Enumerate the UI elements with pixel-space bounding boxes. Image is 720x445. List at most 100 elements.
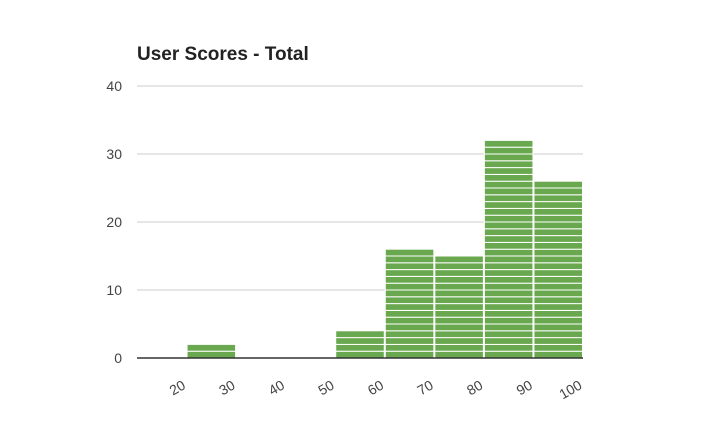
bar-unit bbox=[434, 309, 484, 318]
bar bbox=[186, 343, 237, 359]
bar-unit bbox=[483, 337, 534, 345]
x-tick-label: 40 bbox=[266, 377, 288, 399]
bar-unit bbox=[335, 337, 385, 345]
bar-unit bbox=[483, 303, 534, 311]
bar-unit bbox=[384, 262, 435, 271]
bar-unit bbox=[434, 330, 484, 339]
bar-unit bbox=[483, 262, 534, 271]
bar-unit bbox=[483, 153, 534, 162]
x-tick-label: 50 bbox=[315, 377, 337, 399]
bar-unit bbox=[384, 343, 435, 352]
bar-unit bbox=[483, 173, 534, 182]
bar-unit bbox=[483, 282, 534, 291]
bar-unit bbox=[483, 187, 534, 196]
bar-unit bbox=[483, 194, 534, 203]
bar-unit bbox=[533, 207, 584, 216]
bar-unit bbox=[483, 241, 534, 250]
bar-unit bbox=[533, 289, 584, 298]
bar-unit bbox=[434, 269, 484, 277]
bar-unit bbox=[384, 350, 435, 359]
x-tick-label: 80 bbox=[464, 377, 486, 399]
bar-unit bbox=[434, 303, 484, 311]
bar-unit bbox=[335, 350, 385, 359]
chart-title: User Scores - Total bbox=[137, 44, 309, 65]
y-tick-label: 10 bbox=[106, 282, 122, 298]
bar-unit bbox=[533, 316, 584, 325]
bar-unit bbox=[483, 228, 534, 237]
bar-unit bbox=[384, 255, 435, 264]
bar-unit bbox=[533, 228, 584, 237]
bar-unit bbox=[533, 282, 584, 291]
bar-unit bbox=[483, 146, 534, 155]
bars bbox=[186, 139, 584, 359]
y-tick-label: 0 bbox=[114, 350, 122, 366]
bar bbox=[533, 180, 584, 359]
bar-unit bbox=[533, 309, 584, 318]
bar-unit bbox=[533, 180, 584, 189]
bar-unit bbox=[434, 275, 484, 284]
bar-unit bbox=[434, 323, 484, 332]
bar-unit bbox=[533, 343, 584, 352]
bar-unit bbox=[384, 282, 435, 291]
bar-unit bbox=[483, 201, 534, 209]
bar-unit bbox=[483, 350, 534, 359]
bar-unit bbox=[483, 269, 534, 277]
bar-unit bbox=[384, 316, 435, 325]
bar-unit bbox=[384, 309, 435, 318]
bar-unit bbox=[483, 316, 534, 325]
bar-unit bbox=[533, 337, 584, 345]
x-axis-ticks: 20 30 40 50 60 70 80 90 100 bbox=[167, 377, 585, 403]
bar-unit bbox=[533, 221, 584, 230]
bar-unit bbox=[384, 323, 435, 332]
bar bbox=[483, 139, 534, 359]
bar-unit bbox=[384, 248, 435, 257]
bar-unit bbox=[434, 337, 484, 345]
bar-unit bbox=[483, 309, 534, 318]
bar-unit bbox=[186, 350, 237, 359]
y-axis-ticks: 0 10 20 30 40 bbox=[106, 78, 122, 366]
bar-unit bbox=[533, 262, 584, 271]
x-tick-label: 20 bbox=[167, 377, 189, 399]
y-tick-label: 20 bbox=[106, 214, 122, 230]
bar-unit bbox=[483, 330, 534, 339]
bar-unit bbox=[186, 343, 237, 352]
bar-unit bbox=[533, 350, 584, 359]
x-tick-label: 100 bbox=[556, 377, 584, 403]
bar-unit bbox=[434, 289, 484, 298]
bar-unit bbox=[384, 275, 435, 284]
bar-unit bbox=[335, 330, 385, 339]
y-tick-label: 30 bbox=[106, 146, 122, 162]
bar bbox=[434, 255, 484, 359]
bar-unit bbox=[434, 316, 484, 325]
y-tick-label: 40 bbox=[106, 78, 122, 94]
bar-unit bbox=[533, 275, 584, 284]
bar-unit bbox=[533, 323, 584, 332]
bar-unit bbox=[384, 337, 435, 345]
bar-unit bbox=[533, 194, 584, 203]
bar-unit bbox=[483, 289, 534, 298]
bar-unit bbox=[533, 214, 584, 223]
bar-unit bbox=[533, 269, 584, 277]
bar-unit bbox=[483, 275, 534, 284]
bar-unit bbox=[483, 214, 534, 223]
x-tick-label: 70 bbox=[414, 377, 436, 399]
bar-unit bbox=[533, 330, 584, 339]
bar-unit bbox=[434, 255, 484, 264]
bar-unit bbox=[483, 221, 534, 230]
x-tick-label: 30 bbox=[216, 377, 238, 399]
bar-unit bbox=[533, 248, 584, 257]
bar-unit bbox=[434, 262, 484, 271]
bar-unit bbox=[384, 330, 435, 339]
bar-unit bbox=[483, 139, 534, 148]
bar-unit bbox=[533, 296, 584, 305]
bar-unit bbox=[483, 160, 534, 169]
x-tick-label: 90 bbox=[513, 377, 535, 399]
bar-unit bbox=[533, 303, 584, 311]
bar-unit bbox=[434, 296, 484, 305]
bar-unit bbox=[533, 235, 584, 243]
bar-unit bbox=[483, 248, 534, 257]
bar-unit bbox=[483, 296, 534, 305]
bar-unit bbox=[434, 282, 484, 291]
bar-unit bbox=[384, 269, 435, 277]
